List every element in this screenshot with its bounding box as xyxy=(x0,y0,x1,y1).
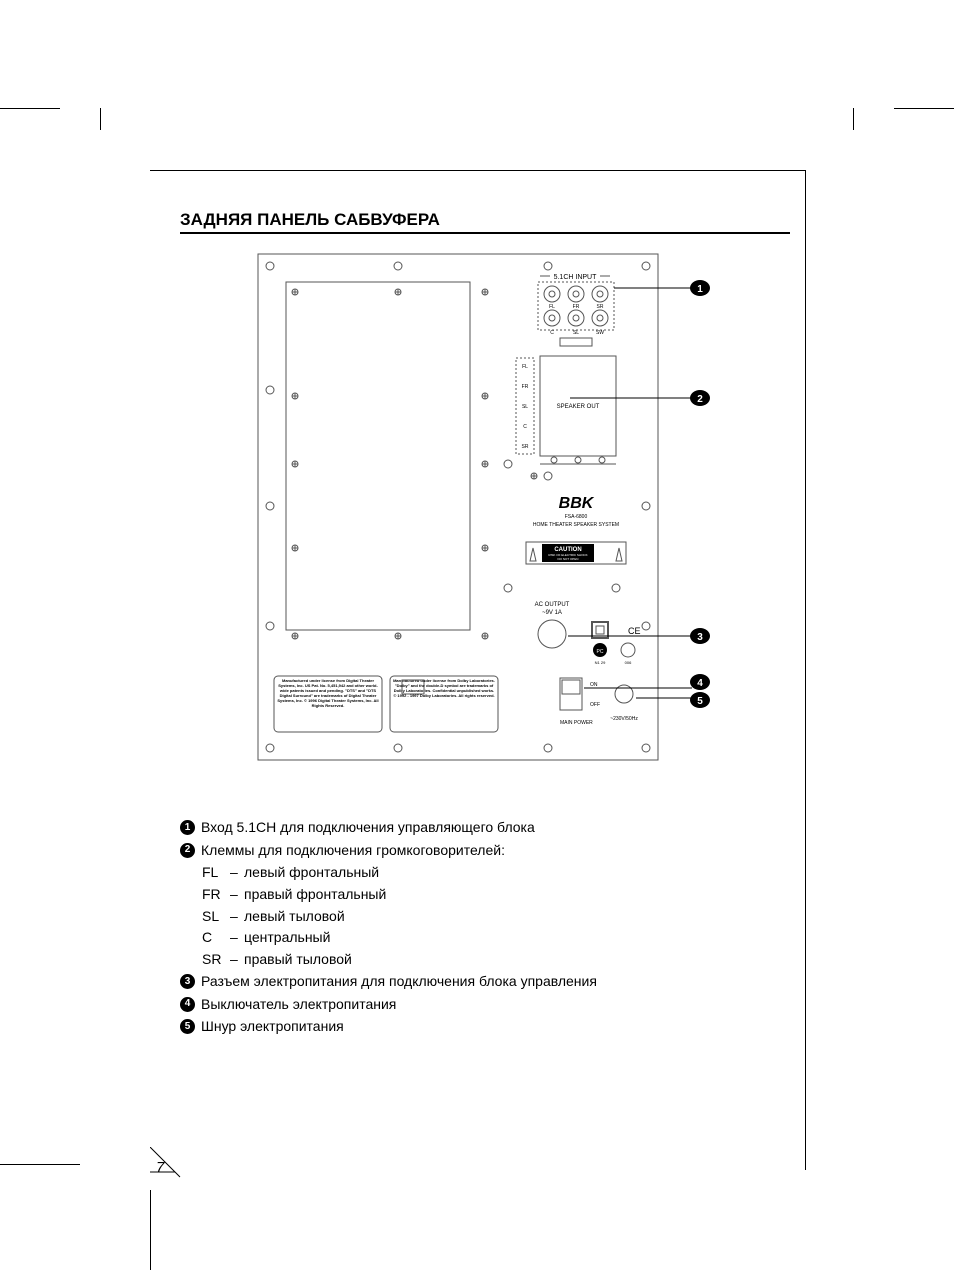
legend-number: 5 xyxy=(180,1019,195,1034)
callout-4: 4 xyxy=(690,674,710,690)
svg-text:HOME THEATER SPEAKER SYSTEM: HOME THEATER SPEAKER SYSTEM xyxy=(533,522,619,528)
svg-text:SR: SR xyxy=(522,444,529,450)
page-number: 7 xyxy=(156,1159,164,1176)
crop-mark xyxy=(150,1190,151,1270)
legend-item: 5 Шнур электропитания xyxy=(180,1016,790,1038)
svg-text:CE: CE xyxy=(628,626,641,636)
svg-text:ON: ON xyxy=(590,682,598,688)
crop-mark xyxy=(0,1164,80,1165)
svg-text:MAIN POWER: MAIN POWER xyxy=(560,720,593,726)
svg-text:FL: FL xyxy=(549,304,555,310)
legend-number: 3 xyxy=(180,974,195,989)
svg-text:1: 1 xyxy=(697,284,703,295)
callout-5: 5 xyxy=(690,692,710,708)
svg-text:006: 006 xyxy=(625,660,632,665)
svg-text:PC: PC xyxy=(597,649,604,655)
svg-text:SL: SL xyxy=(522,404,528,410)
svg-text:~9V 1A: ~9V 1A xyxy=(542,610,562,616)
crop-mark xyxy=(0,108,60,109)
callout-1: 1 xyxy=(690,280,710,296)
page-content: ЗАДНЯЯ ПАНЕЛЬ САБВУФЕРА xyxy=(180,210,790,1039)
svg-text:C: C xyxy=(523,424,527,430)
callout-3: 3 xyxy=(690,628,710,644)
svg-text:AC OUTPUT: AC OUTPUT xyxy=(535,602,570,608)
svg-text:5: 5 xyxy=(697,696,703,707)
crop-mark xyxy=(853,108,854,130)
svg-text:SPEAKER OUT: SPEAKER OUT xyxy=(557,404,600,410)
svg-text:OFF: OFF xyxy=(590,702,600,708)
callout-2: 2 xyxy=(690,390,710,406)
crop-mark xyxy=(100,108,101,130)
legend-sublist: FL–левый фронтальный FR–правый фронтальн… xyxy=(180,862,790,970)
legend-item: 1 Вход 5.1CH для подключения управляющег… xyxy=(180,817,790,839)
svg-text:4: 4 xyxy=(697,678,703,689)
legend-item: 4 Выключатель электропитания xyxy=(180,994,790,1016)
crop-mark xyxy=(894,108,954,109)
svg-text:SR: SR xyxy=(597,304,604,310)
diagram-container: 5.1CH INPUT FL FR SR C SL SW SPEAKER OUT… xyxy=(180,248,790,773)
legend-number: 4 xyxy=(180,997,195,1012)
svg-text:SW: SW xyxy=(596,330,604,336)
legend-list: 1 Вход 5.1CH для подключения управляющег… xyxy=(180,817,790,1038)
legend-number: 1 xyxy=(180,820,195,835)
subwoofer-rear-panel-diagram: 5.1CH INPUT FL FR SR C SL SW SPEAKER OUT… xyxy=(240,248,730,768)
svg-text:FL: FL xyxy=(522,364,528,370)
legend-item: 3 Разъем электропитания для подключения … xyxy=(180,971,790,993)
svg-text:~230V/50Hz: ~230V/50Hz xyxy=(610,716,638,722)
section-heading: ЗАДНЯЯ ПАНЕЛЬ САБВУФЕРА xyxy=(180,210,790,234)
svg-text:SL: SL xyxy=(573,330,579,336)
svg-text:C: C xyxy=(550,330,554,336)
legend-text: Шнур электропитания xyxy=(201,1016,344,1038)
svg-text:3: 3 xyxy=(697,632,703,643)
legend-text: Клеммы для подключения громкоговорителей… xyxy=(201,840,505,862)
svg-text:BBK: BBK xyxy=(559,495,595,512)
svg-text:2: 2 xyxy=(697,394,703,405)
legend-item: 2 Клеммы для подключения громкоговорител… xyxy=(180,840,790,862)
legend-text: Вход 5.1CH для подключения управляющего … xyxy=(201,817,535,839)
legend-text: Разъем электропитания для подключения бл… xyxy=(201,971,597,993)
svg-text:DO NOT OPEN: DO NOT OPEN xyxy=(558,557,579,561)
svg-text:FSA-6800: FSA-6800 xyxy=(565,514,588,520)
svg-text:FR: FR xyxy=(573,304,580,310)
svg-text:N1 29: N1 29 xyxy=(595,660,606,665)
svg-text:5.1CH INPUT: 5.1CH INPUT xyxy=(554,274,598,281)
legend-text: Выключатель электропитания xyxy=(201,994,396,1016)
legend-number: 2 xyxy=(180,843,195,858)
svg-text:FR: FR xyxy=(522,384,529,390)
